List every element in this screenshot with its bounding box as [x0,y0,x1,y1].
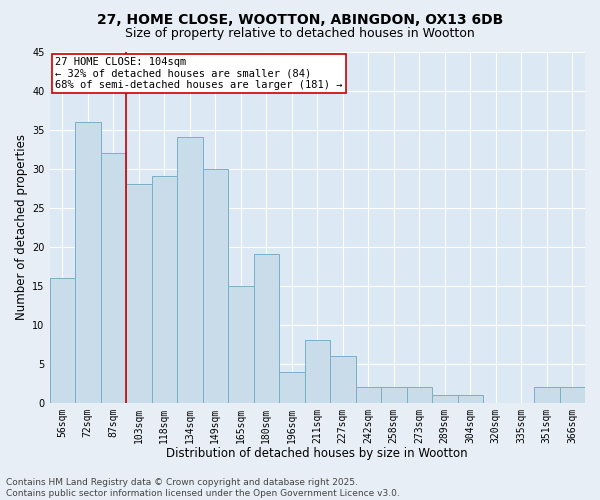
X-axis label: Distribution of detached houses by size in Wootton: Distribution of detached houses by size … [166,447,468,460]
Bar [407,387,432,402]
Bar [279,372,305,402]
Bar [152,176,177,402]
Bar [305,340,330,402]
Bar [330,356,356,403]
Text: Contains HM Land Registry data © Crown copyright and database right 2025.
Contai: Contains HM Land Registry data © Crown c… [6,478,400,498]
Bar [560,387,585,402]
Bar [228,286,254,403]
Bar [254,254,279,402]
Bar [177,138,203,402]
Text: 27 HOME CLOSE: 104sqm
← 32% of detached houses are smaller (84)
68% of semi-deta: 27 HOME CLOSE: 104sqm ← 32% of detached … [55,57,343,90]
Text: 27, HOME CLOSE, WOOTTON, ABINGDON, OX13 6DB: 27, HOME CLOSE, WOOTTON, ABINGDON, OX13 … [97,12,503,26]
Bar [50,278,75,402]
Bar [356,387,381,402]
Text: Size of property relative to detached houses in Wootton: Size of property relative to detached ho… [125,28,475,40]
Y-axis label: Number of detached properties: Number of detached properties [15,134,28,320]
Bar [432,395,458,402]
Bar [101,153,126,402]
Bar [126,184,152,402]
Bar [381,387,407,402]
Bar [534,387,560,402]
Bar [203,168,228,402]
Bar [458,395,483,402]
Bar [75,122,101,402]
